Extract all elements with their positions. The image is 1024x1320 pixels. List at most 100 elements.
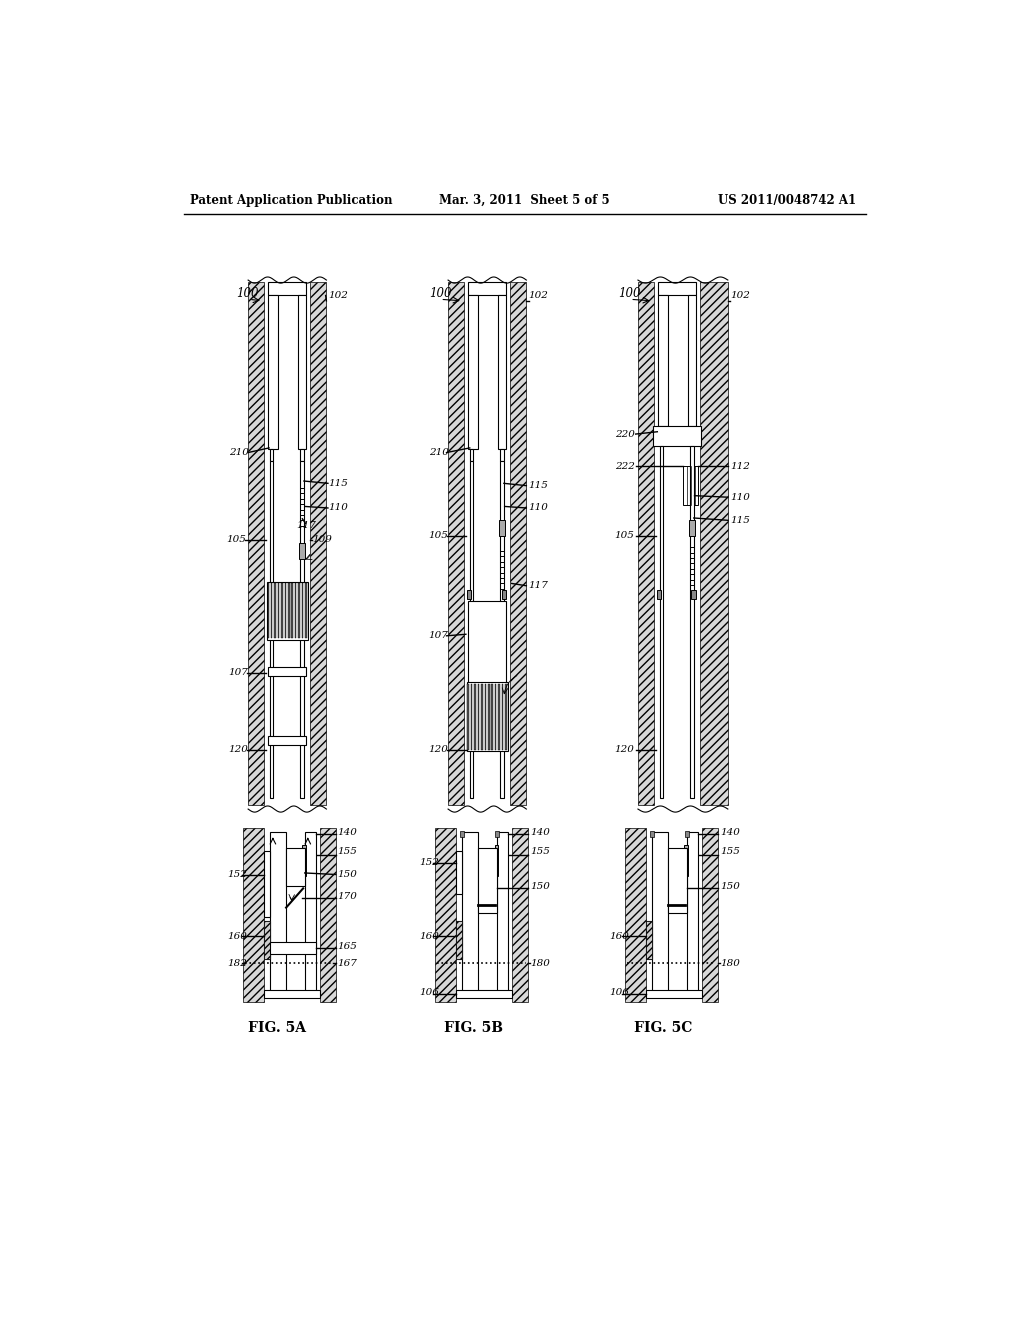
Text: 140: 140 <box>337 828 357 837</box>
Bar <box>495 684 497 750</box>
Text: 109: 109 <box>312 535 333 544</box>
Text: 152: 152 <box>420 858 439 867</box>
Bar <box>456 921 462 960</box>
Text: 167: 167 <box>337 958 357 968</box>
Bar <box>638 281 654 805</box>
Bar <box>302 845 306 876</box>
Text: FIG. 5C: FIG. 5C <box>634 1022 692 1035</box>
Text: 140: 140 <box>530 828 550 837</box>
Text: 112: 112 <box>730 462 750 471</box>
Text: 110: 110 <box>329 503 348 512</box>
Bar <box>263 921 270 960</box>
Text: 155: 155 <box>530 847 550 855</box>
Bar <box>461 830 464 837</box>
Bar <box>659 446 663 797</box>
Bar <box>471 684 472 750</box>
Bar <box>625 829 646 1002</box>
Bar <box>268 737 306 744</box>
Bar <box>467 590 471 599</box>
Text: 117: 117 <box>528 581 549 590</box>
Bar <box>690 446 693 797</box>
Bar <box>484 684 486 750</box>
Bar <box>278 583 280 638</box>
Bar <box>646 921 652 960</box>
Bar <box>468 296 478 449</box>
Text: 107: 107 <box>429 631 449 640</box>
Bar <box>321 829 336 1002</box>
Bar <box>263 990 321 998</box>
Bar <box>467 684 469 750</box>
Bar <box>468 281 506 296</box>
Text: 210: 210 <box>229 447 250 457</box>
Bar <box>462 832 478 994</box>
Bar <box>271 583 272 638</box>
Bar <box>658 296 669 426</box>
Bar <box>500 520 505 536</box>
Text: 100: 100 <box>618 286 641 300</box>
Text: 220: 220 <box>614 429 635 438</box>
Text: 150: 150 <box>530 882 550 891</box>
Bar <box>500 461 504 797</box>
Bar <box>456 990 512 998</box>
Text: 105: 105 <box>614 531 635 540</box>
Text: FIG. 5B: FIG. 5B <box>444 1022 503 1035</box>
Text: 115: 115 <box>528 482 549 490</box>
Bar <box>286 847 305 886</box>
Bar <box>478 847 497 913</box>
Bar <box>684 845 688 876</box>
Bar <box>685 830 689 837</box>
Text: 170: 170 <box>337 891 357 900</box>
Bar <box>510 281 526 805</box>
Text: 106: 106 <box>609 987 629 997</box>
Bar <box>488 684 489 750</box>
Bar <box>687 296 696 426</box>
Text: 102: 102 <box>329 290 348 300</box>
Text: 110: 110 <box>528 503 549 512</box>
Text: 100: 100 <box>429 286 452 300</box>
Bar <box>456 921 462 960</box>
Text: 210: 210 <box>429 447 449 457</box>
Bar <box>495 845 499 876</box>
Text: 102: 102 <box>528 290 549 300</box>
Text: 115: 115 <box>730 516 750 525</box>
Text: 150: 150 <box>337 870 357 879</box>
Bar <box>270 449 273 461</box>
Bar <box>505 684 507 750</box>
Text: 102: 102 <box>730 290 750 300</box>
Text: 160: 160 <box>609 932 629 941</box>
Text: 182: 182 <box>227 958 247 968</box>
Text: 155: 155 <box>337 847 357 855</box>
Text: 160: 160 <box>420 932 439 941</box>
Bar <box>467 682 508 751</box>
Bar <box>295 583 296 638</box>
Bar <box>470 449 473 461</box>
Text: Mar. 3, 2011  Sheet 5 of 5: Mar. 3, 2011 Sheet 5 of 5 <box>439 194 610 207</box>
Bar <box>299 544 305 558</box>
Bar <box>497 832 508 994</box>
Bar <box>268 667 306 676</box>
Bar <box>499 684 500 750</box>
Bar <box>468 601 506 717</box>
Text: Patent Application Publication: Patent Application Publication <box>190 194 392 207</box>
Text: 180: 180 <box>530 958 550 968</box>
Text: 180: 180 <box>720 958 740 968</box>
Bar <box>270 942 315 954</box>
Bar <box>435 829 456 1002</box>
Bar <box>282 583 283 638</box>
Bar <box>498 296 506 449</box>
Bar <box>263 921 270 960</box>
Text: 105: 105 <box>429 531 449 540</box>
Bar <box>248 281 264 805</box>
Bar <box>270 461 273 797</box>
Text: 120: 120 <box>429 746 449 754</box>
Text: US 2011/0048742 A1: US 2011/0048742 A1 <box>719 194 856 207</box>
Text: 120: 120 <box>228 746 249 754</box>
Bar <box>305 832 315 994</box>
Bar <box>456 851 462 894</box>
Bar <box>700 281 728 805</box>
Bar <box>449 281 464 805</box>
Text: 100: 100 <box>237 286 259 300</box>
Bar <box>288 583 290 638</box>
Text: 106: 106 <box>420 987 439 997</box>
Bar <box>658 281 696 296</box>
